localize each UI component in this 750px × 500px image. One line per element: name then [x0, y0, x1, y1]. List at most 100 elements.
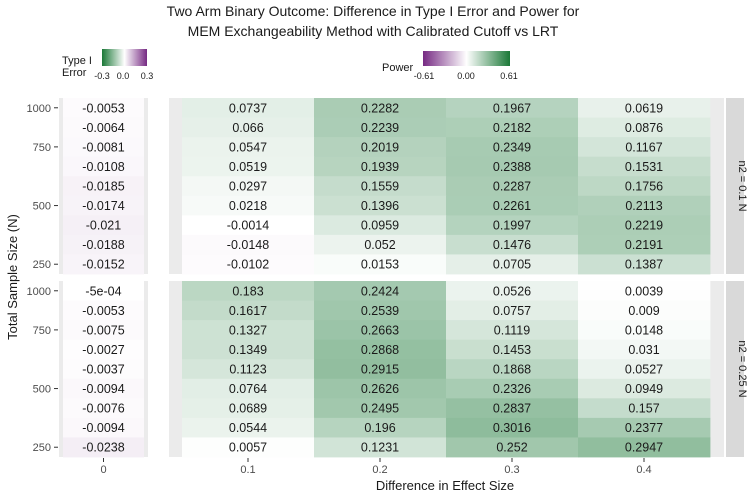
power-cell: [578, 437, 711, 458]
type1-cell-label: -0.0053: [82, 304, 124, 318]
power-cell: [314, 300, 447, 321]
power-cell: [182, 254, 315, 275]
x-tick-label: 0.3: [504, 464, 519, 476]
y-tick-label: 1000: [27, 286, 51, 298]
power-cell-label: 0.1167: [625, 140, 662, 154]
x-tick-label: 0: [100, 464, 106, 476]
facet-strip: [726, 281, 744, 457]
facet-strip-label: n2 = 0.1 N: [736, 160, 748, 211]
power-cell: [578, 339, 711, 360]
power-cell-label: 0.157: [628, 402, 659, 416]
power-cell-label: 0.2663: [361, 323, 399, 337]
type1-cell-label: -0.0094: [82, 382, 124, 396]
power-cell: [578, 234, 711, 255]
power-cell-label: 0.2287: [493, 180, 531, 194]
power-cell: [182, 417, 315, 438]
type1-cell-label: -0.021: [86, 219, 121, 233]
power-cell: [182, 398, 315, 419]
power-cell-label: 0.2495: [361, 402, 399, 416]
power-cell: [182, 339, 315, 360]
power-cell: [182, 359, 315, 380]
type1-cell-label: -0.0185: [82, 180, 124, 194]
y-tick-label: 750: [33, 325, 51, 337]
power-cell: [314, 417, 447, 438]
power-cell: [314, 378, 447, 399]
power-cell-label: 0.0057: [229, 441, 267, 455]
power-cell-label: -0.0102: [227, 258, 269, 272]
plot-layer: -0.0053 0.0737 0.2282 0.1967 0.0619 -0.0064 0.…: [27, 49, 748, 476]
power-cell: [578, 98, 711, 118]
power-cell: [314, 437, 447, 458]
power-cell-label: 0.2626: [361, 382, 399, 396]
power-cell: [314, 281, 447, 301]
power-cell-label: 0.1123: [229, 363, 266, 377]
type1-cell: [63, 437, 144, 458]
power-cell: [446, 359, 579, 380]
legend-type1-tick-label: 0.0: [117, 71, 130, 81]
chart-title-line-1: Two Arm Binary Outcome: Difference in Ty…: [167, 3, 580, 19]
x-axis-title: Difference in Effect Size: [376, 478, 514, 493]
power-cell-label: 0.0297: [229, 180, 267, 194]
type1-cell: [63, 339, 144, 360]
power-cell-label: 0.066: [232, 121, 263, 135]
type1-cell: [63, 195, 144, 216]
power-cell: [446, 117, 579, 138]
type1-cell: [63, 398, 144, 419]
power-cell-label: 0.0527: [625, 363, 663, 377]
power-cell: [314, 117, 447, 138]
power-cell-label: 0.2261: [493, 199, 531, 213]
power-cell: [578, 417, 711, 438]
power-cell-label: 0.0949: [625, 382, 663, 396]
type1-cell: [63, 176, 144, 197]
power-cell: [182, 320, 315, 341]
type1-cell: [63, 117, 144, 138]
type1-cell-label: -0.0174: [82, 199, 124, 213]
power-cell-label: 0.252: [496, 441, 527, 455]
power-cell: [314, 195, 447, 216]
chart-title-line-2: MEM Exchangeability Method with Calibrat…: [188, 23, 559, 39]
x-tick-label: 0.4: [636, 464, 651, 476]
power-cell-label: 0.0737: [229, 101, 267, 115]
y-tick-label: 250: [33, 259, 51, 271]
type1-cell-label: -0.0081: [82, 140, 124, 154]
power-cell-label: 0.2837: [493, 402, 531, 416]
power-cell: [446, 195, 579, 216]
y-tick-label: 250: [33, 442, 51, 454]
power-cell: [446, 98, 579, 118]
legend-type1-colorbar: [102, 49, 147, 66]
type1-cell-label: -0.0188: [82, 238, 124, 252]
facet-strip-label: n2 = 0.25 N: [736, 340, 748, 397]
power-cell-label: 0.0526: [493, 284, 531, 298]
y-tick-label: 500: [33, 384, 51, 396]
type1-cell: [63, 281, 144, 301]
power-cell-label: 0.2868: [361, 343, 399, 357]
type1-cell: [63, 359, 144, 380]
power-cell-label: 0.2182: [493, 121, 531, 135]
power-cell: [314, 176, 447, 197]
type1-cell-label: -0.0064: [82, 121, 124, 135]
power-cell: [578, 195, 711, 216]
power-cell-label: 0.0619: [625, 101, 663, 115]
power-cell: [314, 215, 447, 236]
legend-power-title: Power: [382, 62, 414, 74]
power-cell: [182, 234, 315, 255]
power-cell-label: 0.1387: [625, 258, 663, 272]
power-cell-label: 0.2388: [493, 160, 531, 174]
power-cell-label: 0.1119: [494, 323, 530, 337]
power-cell-label: 0.1756: [625, 180, 663, 194]
power-cell: [578, 281, 711, 301]
power-cell: [578, 378, 711, 399]
power-cell-label: -0.0148: [227, 238, 269, 252]
power-cell: [446, 398, 579, 419]
type1-cell-label: -0.0076: [82, 402, 124, 416]
type1-cell: [63, 98, 144, 118]
power-cell-label: 0.1531: [625, 160, 663, 174]
legend-power-tick-label: 0.00: [457, 71, 475, 81]
power-cell-label: 0.1476: [493, 238, 531, 252]
power-cell-label: 0.0689: [229, 402, 267, 416]
power-cell-label: 0.2282: [361, 101, 399, 115]
type1-cell: [63, 234, 144, 255]
power-cell: [182, 437, 315, 458]
power-cell: [182, 156, 315, 177]
power-cell: [314, 254, 447, 275]
